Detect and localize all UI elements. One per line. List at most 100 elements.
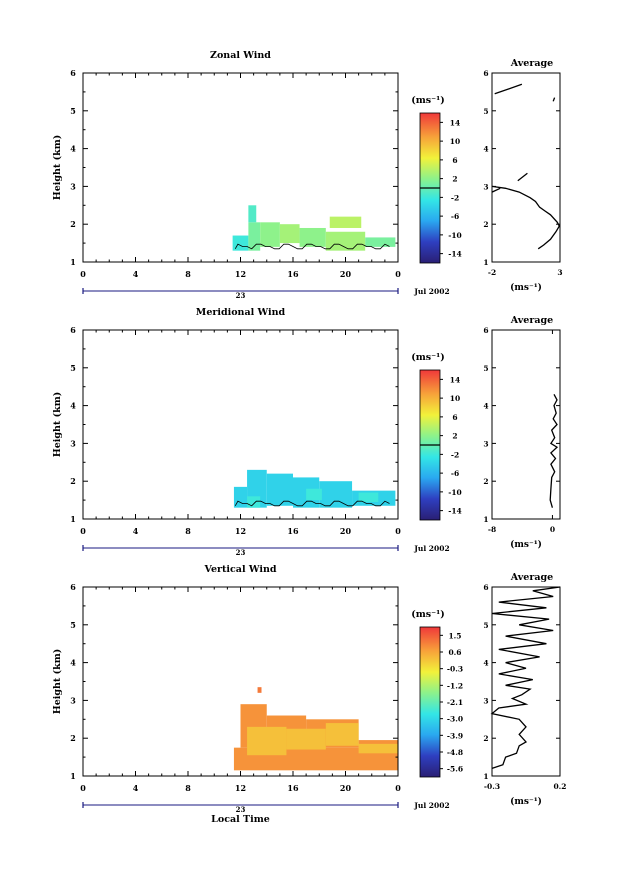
average-y-tick-label: 2 <box>483 220 488 229</box>
average-frame <box>491 586 561 777</box>
x-tick-label: 0 <box>80 783 86 793</box>
colorbar-tick-label: -2 <box>451 193 459 202</box>
y-tick-label: 3 <box>70 438 76 448</box>
y-tick-label: 2 <box>70 476 76 486</box>
x-tick-label: 0 <box>395 526 401 536</box>
y-axis-label: Height (km) <box>52 649 63 715</box>
colorbar-tick-label: 1.5 <box>448 631 461 640</box>
colorbar-tick-label: 6 <box>452 413 457 422</box>
colorbar-tick-label: 14 <box>450 375 460 384</box>
heatmap-cell <box>329 216 362 228</box>
colorbar-tick-label: -4.8 <box>447 748 463 757</box>
y-tick-label: 4 <box>70 401 76 411</box>
zero-contour <box>234 500 390 507</box>
average-x-tick-label: 0 <box>550 525 555 534</box>
average-y-tick-label: 1 <box>483 772 488 781</box>
average-y-tick-label: 3 <box>483 439 488 448</box>
panel-title: Meridional Wind <box>196 307 286 318</box>
y-tick-label: 5 <box>70 620 76 630</box>
average-title: Average <box>510 315 553 326</box>
average-y-tick-label: 6 <box>483 583 488 592</box>
colorbar-tick-label: 10 <box>450 394 460 403</box>
colorbar-tick-label: -10 <box>448 231 462 240</box>
colorbar-tick-label: 0.6 <box>448 648 461 657</box>
x-tick-label: 12 <box>235 269 246 279</box>
colorbar-tick-label: -10 <box>448 488 462 497</box>
x-tick-label: 4 <box>133 526 139 536</box>
heatmap-cell <box>279 224 300 244</box>
x-tick-label: 12 <box>235 526 246 536</box>
colorbar-tick-label: -6 <box>451 212 459 221</box>
average-y-tick-label: 6 <box>483 326 488 335</box>
x-tick-label: 20 <box>340 526 352 536</box>
colorbar-tick-label: 10 <box>450 137 460 146</box>
colorbar-tick-label: -2.1 <box>447 698 463 707</box>
average-y-tick-label: 6 <box>483 69 488 78</box>
x-tick-label: 16 <box>287 269 299 279</box>
colorbar-tick-label: -0.3 <box>447 665 463 674</box>
heatmap-cell <box>232 235 249 251</box>
x-tick-label: 20 <box>340 269 352 279</box>
x-tick-label: 16 <box>287 783 299 793</box>
average-y-tick-label: 4 <box>483 402 488 411</box>
average-y-tick-label: 1 <box>483 515 488 524</box>
average-title: Average <box>510 58 553 69</box>
average-y-tick-label: 5 <box>483 107 488 116</box>
x-tick-label: 8 <box>185 269 191 279</box>
average-x-tick-label: 3 <box>557 268 562 277</box>
y-tick-label: 3 <box>70 695 76 705</box>
heatmap-cell <box>260 222 280 247</box>
colorbar-tick-label: 14 <box>450 118 460 127</box>
average-y-tick-label: 3 <box>483 182 488 191</box>
average-x-label: (ms⁻¹) <box>510 282 542 293</box>
colorbar-tick-label: -3.9 <box>447 731 463 740</box>
y-tick-label: 4 <box>70 144 76 154</box>
y-tick-label: 6 <box>70 582 76 592</box>
heatmap-cell <box>248 222 261 251</box>
average-x-label: (ms⁻¹) <box>510 539 542 550</box>
average-profile-line <box>549 393 559 508</box>
heatmap-cell <box>358 743 398 754</box>
date-day-label: 23 <box>236 291 246 300</box>
x-tick-label: 20 <box>340 783 352 793</box>
x-tick-label: 4 <box>133 269 139 279</box>
average-profile-line <box>517 172 528 182</box>
average-x-label: (ms⁻¹) <box>510 796 542 807</box>
x-axis-label: Local Time <box>211 814 270 825</box>
y-axis-label: Height (km) <box>52 392 63 458</box>
colorbar-tick-label: 2 <box>452 432 457 441</box>
colorbar-tick-label: -2 <box>451 450 459 459</box>
y-tick-label: 2 <box>70 733 76 743</box>
heatmap-cell <box>247 496 261 508</box>
x-tick-label: 16 <box>287 526 299 536</box>
heatmap-cell <box>319 481 353 508</box>
heatmap-cell <box>286 728 326 750</box>
date-day-label: 23 <box>236 805 246 814</box>
x-tick-label: 12 <box>235 783 246 793</box>
panel-title: Zonal Wind <box>210 50 271 61</box>
average-profile-line <box>491 187 501 193</box>
x-tick-label: 0 <box>395 269 401 279</box>
colorbar-tick-label: -6 <box>451 469 459 478</box>
average-title: Average <box>510 572 553 583</box>
average-frame <box>491 329 561 520</box>
x-tick-label: 0 <box>395 783 401 793</box>
colorbar <box>419 626 441 778</box>
date-label: Jul 2002 <box>413 544 449 553</box>
y-tick-label: 4 <box>70 658 76 668</box>
y-axis-label: Height (km) <box>52 135 63 201</box>
heatmap-cell <box>257 687 262 693</box>
y-tick-label: 6 <box>70 325 76 335</box>
average-x-tick-label: -8 <box>488 525 496 534</box>
average-y-tick-label: 3 <box>483 696 488 705</box>
colorbar-tick-label: -14 <box>448 250 462 259</box>
heatmap-cell <box>299 227 326 247</box>
heatmap-cell <box>325 723 359 746</box>
y-tick-label: 6 <box>70 68 76 78</box>
heatmap-cell <box>266 473 293 506</box>
y-tick-label: 2 <box>70 219 76 229</box>
